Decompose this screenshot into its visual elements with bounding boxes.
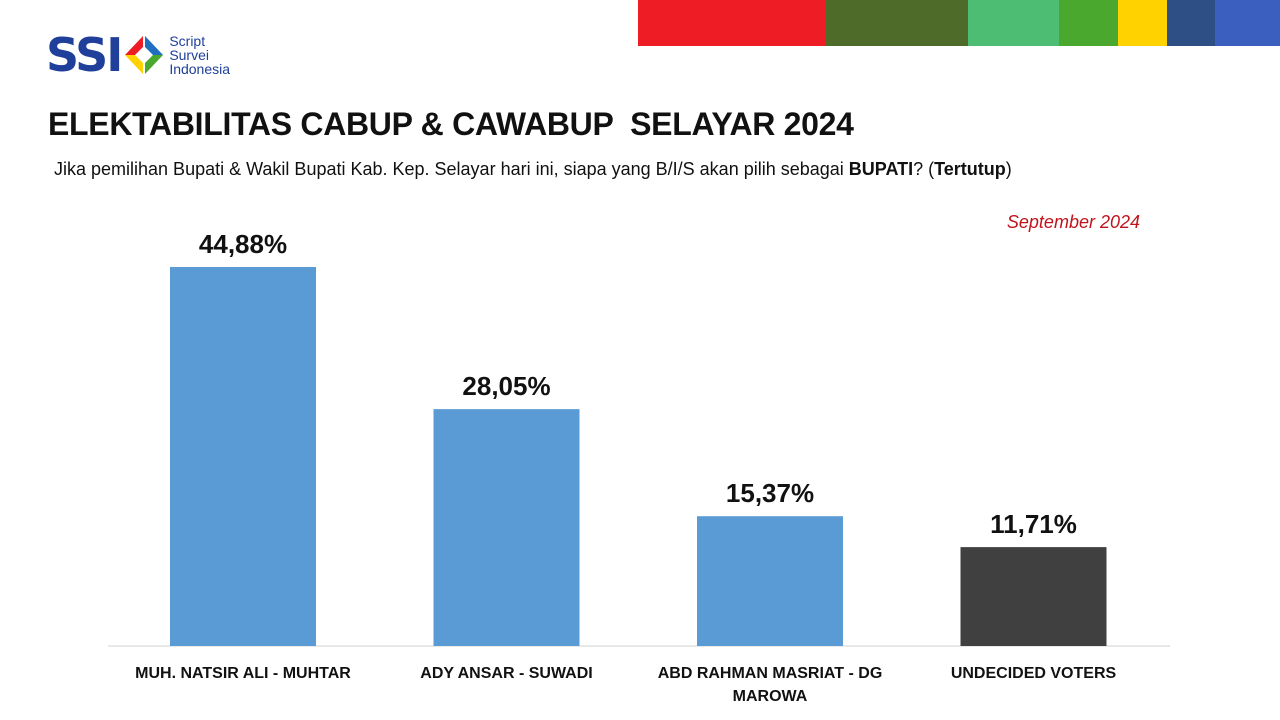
chart-title: ELEKTABILITAS CABUP & CAWABUP SELAYAR 20… — [48, 106, 854, 142]
color-strip-green — [1059, 0, 1118, 46]
logo-tagline-line: Survei — [169, 47, 209, 63]
color-strip-blue — [1215, 0, 1280, 46]
subtitle-text: ? ( — [913, 159, 935, 179]
data-label: 15,37% — [726, 478, 814, 508]
color-strip-mint — [968, 0, 1059, 46]
category-label: MAROWA — [733, 688, 808, 705]
color-strip-red — [638, 0, 826, 46]
bar — [433, 409, 580, 646]
logo-arrows-icon — [125, 36, 164, 74]
data-label: 44,88% — [199, 229, 287, 259]
category-label: ADY ANSAR - SUWADI — [420, 665, 592, 682]
color-strip-yellow — [1118, 0, 1167, 46]
subtitle-text: Jika pemilihan Bupati & Wakil Bupati Kab… — [54, 159, 849, 179]
logo-tagline-line: Indonesia — [169, 61, 231, 77]
color-strip — [638, 0, 1280, 46]
data-label: 28,05% — [462, 371, 550, 401]
bar — [960, 547, 1107, 646]
subtitle-text: ) — [1005, 159, 1012, 179]
bar — [697, 516, 843, 646]
category-label: MUH. NATSIR ALI - MUHTAR — [135, 665, 351, 682]
logo-wordmark: SSI — [46, 28, 123, 82]
chart-subtitle: Jika pemilihan Bupati & Wakil Bupati Kab… — [54, 159, 1012, 180]
category-label: ABD RAHMAN MASRIAT - DG — [658, 665, 883, 682]
subtitle-emphasis: Tertutup — [934, 159, 1006, 179]
logo-tagline-line: Script — [169, 33, 206, 49]
survey-period: September 2024 — [1006, 212, 1140, 232]
color-strip-olive — [826, 0, 968, 46]
subtitle-emphasis: BUPATI — [848, 159, 914, 179]
color-strip-navy — [1167, 0, 1215, 46]
bar — [170, 267, 316, 646]
ssi-logo: SSI Script Survei Indonesia — [46, 30, 230, 80]
logo-tagline: Script Survei Indonesia — [169, 34, 230, 76]
data-label: 11,71% — [990, 509, 1077, 539]
category-label: UNDECIDED VOTERS — [951, 665, 1117, 682]
